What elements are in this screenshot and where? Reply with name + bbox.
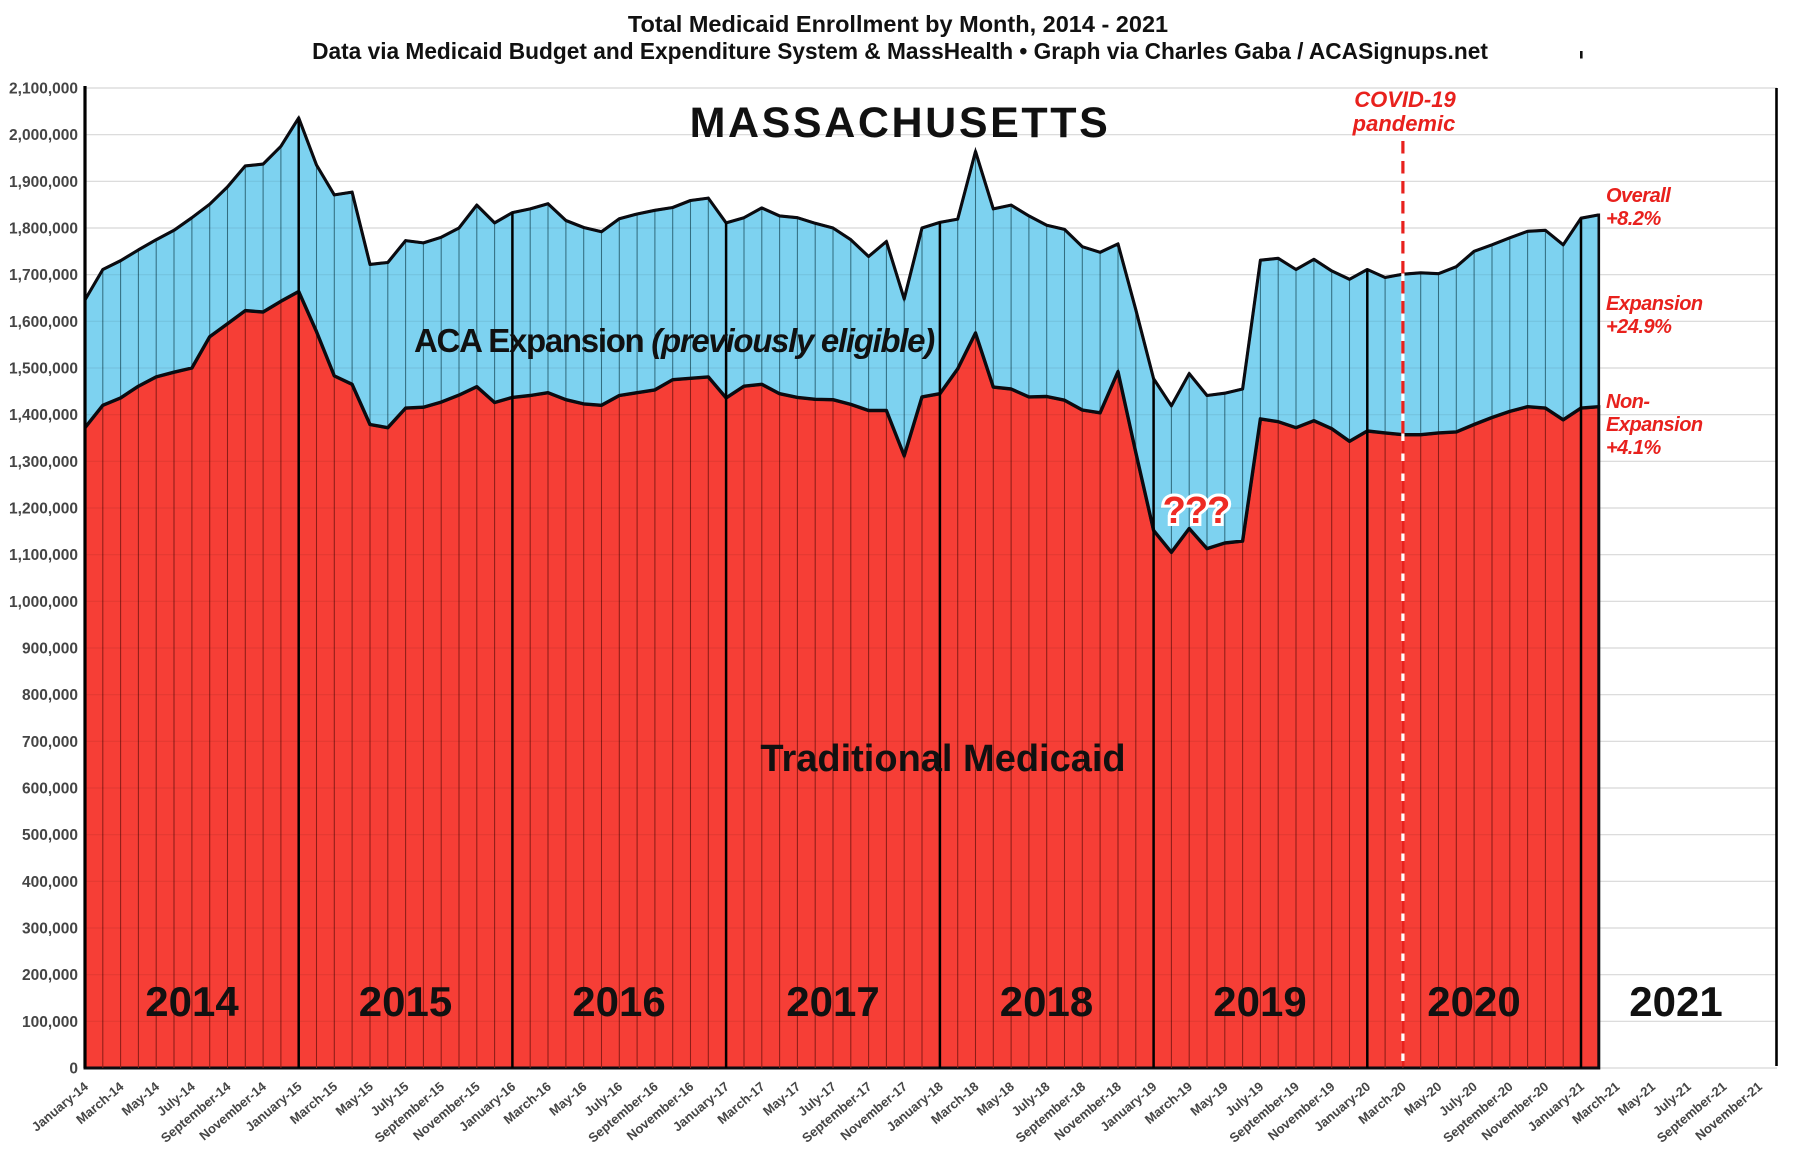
- svg-text:+8.2%: +8.2%: [1606, 208, 1661, 230]
- svg-text:200,000: 200,000: [22, 967, 78, 984]
- svg-text:1,500,000: 1,500,000: [9, 361, 78, 378]
- svg-text:COVID-19: COVID-19: [1354, 87, 1456, 112]
- svg-text:Total Medicaid Enrollment by M: Total Medicaid Enrollment by Month, 2014…: [628, 11, 1168, 37]
- svg-text:800,000: 800,000: [22, 687, 78, 704]
- svg-text:1,600,000: 1,600,000: [9, 314, 78, 331]
- svg-text:MASSACHUSETTS: MASSACHUSETTS: [690, 99, 1111, 147]
- svg-text:1,900,000: 1,900,000: [9, 174, 78, 191]
- svg-text:2014: 2014: [145, 978, 239, 1025]
- svg-text:Non-: Non-: [1606, 391, 1650, 413]
- svg-text:1,400,000: 1,400,000: [9, 407, 78, 424]
- svg-text:Data via Medicaid Budget and E: Data via Medicaid Budget and Expenditure…: [312, 38, 1488, 64]
- svg-text:???: ???: [1163, 490, 1230, 532]
- svg-text:0: 0: [69, 1061, 78, 1078]
- svg-text:2020: 2020: [1427, 978, 1520, 1025]
- svg-text:2017: 2017: [786, 978, 879, 1025]
- svg-text:2,100,000: 2,100,000: [9, 81, 78, 98]
- svg-text:2021: 2021: [1629, 978, 1722, 1025]
- svg-text:2,000,000: 2,000,000: [9, 127, 78, 144]
- svg-text:2016: 2016: [572, 978, 665, 1025]
- svg-text:500,000: 500,000: [22, 827, 78, 844]
- svg-text:pandemic: pandemic: [1352, 111, 1456, 136]
- svg-text:700,000: 700,000: [22, 734, 78, 751]
- svg-text:Expansion: Expansion: [1606, 293, 1703, 315]
- svg-text:400,000: 400,000: [22, 874, 78, 891]
- svg-text:1,100,000: 1,100,000: [9, 547, 78, 564]
- svg-text:Traditional Medicaid: Traditional Medicaid: [760, 738, 1125, 780]
- svg-text:100,000: 100,000: [22, 1014, 78, 1031]
- svg-text:+4.1%: +4.1%: [1606, 437, 1661, 459]
- svg-text:2015: 2015: [359, 978, 452, 1025]
- svg-text:1,200,000: 1,200,000: [9, 501, 78, 518]
- svg-text:Expansion: Expansion: [1606, 414, 1703, 436]
- svg-text:ACA Expansion (previously elig: ACA Expansion (previously eligible): [414, 322, 935, 359]
- svg-text:+24.9%: +24.9%: [1606, 316, 1672, 338]
- svg-text:300,000: 300,000: [22, 921, 78, 938]
- svg-text:1,300,000: 1,300,000: [9, 454, 78, 471]
- svg-text:1,800,000: 1,800,000: [9, 221, 78, 238]
- svg-text:2019: 2019: [1213, 978, 1306, 1025]
- svg-text:1,700,000: 1,700,000: [9, 267, 78, 284]
- svg-text:Overall: Overall: [1606, 185, 1671, 207]
- svg-text:2018: 2018: [1000, 978, 1093, 1025]
- svg-text:1,000,000: 1,000,000: [9, 594, 78, 611]
- svg-text:600,000: 600,000: [22, 781, 78, 798]
- svg-text:900,000: 900,000: [22, 641, 78, 658]
